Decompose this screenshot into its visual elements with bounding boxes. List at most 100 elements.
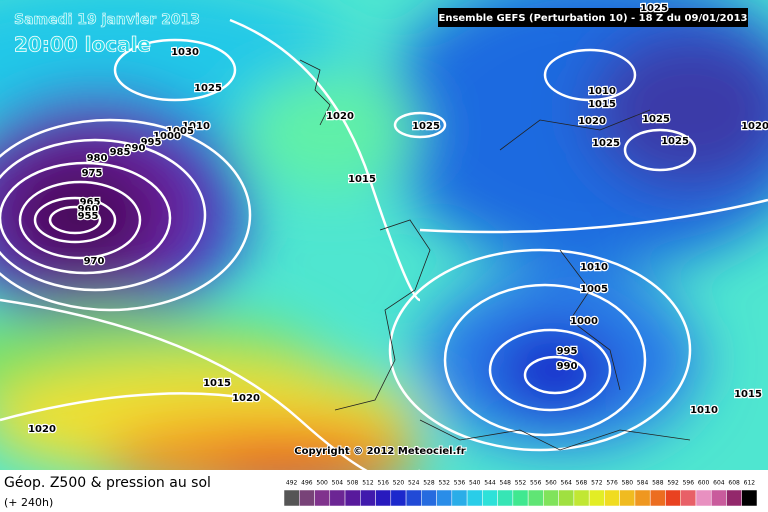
scale-swatch [421,489,437,507]
scale-swatch [451,489,468,507]
scale-swatch [558,489,575,507]
scale-label: 560 [545,480,557,487]
scale-label: 512 [362,480,374,487]
scale-swatch [543,489,559,507]
scale-label: 556 [530,480,542,487]
isobar-label: 1015 [588,99,616,110]
scale-label: 500 [316,480,328,487]
scale-label: 564 [561,480,573,487]
scale-swatch [710,489,727,507]
isobar-label: 1010 [588,86,616,97]
isobar-label: 1025 [194,83,222,94]
scale-swatch [390,489,407,507]
scale-swatch [695,489,712,507]
isobar-label: 1025 [661,136,689,147]
scale-swatch [360,489,376,507]
isobar-label: 1020 [741,121,768,132]
scale-swatch [619,489,636,507]
isobar-label: 980 [87,153,108,164]
scale-label: 520 [393,480,405,487]
isobar-label: 995 [557,346,578,357]
scale-swatch [512,489,529,507]
isobar-label: 1020 [28,424,56,435]
scale-label: 544 [484,480,496,487]
isobar-label: 1015 [348,174,376,185]
scale-label: 496 [301,480,313,487]
scale-label: 548 [500,480,512,487]
scale-swatch [436,489,453,507]
scale-label: 540 [469,480,481,487]
scale-swatch [466,489,483,507]
scale-label: 596 [683,480,695,487]
isobar-label: 1025 [642,114,670,125]
scale-label: 608 [728,480,740,487]
isobar-label: 1015 [734,389,762,400]
field [0,0,768,470]
run-box [438,8,748,27]
isobar-label: 955 [78,211,99,222]
scale-label: 492 [286,480,298,487]
scale-swatch [726,489,742,507]
isobar-label: 1010 [580,262,608,273]
scale-swatch [680,489,697,507]
scale-label: 524 [408,480,420,487]
isobar-label: 1010 [182,121,210,132]
isobar-label: 1025 [640,3,668,14]
scale-label: 604 [713,480,725,487]
scale-swatch [299,489,315,507]
isobar-label: 990 [557,361,578,372]
scale-label: 572 [591,480,603,487]
scale-swatch [527,489,544,507]
isobar-label: 1025 [412,121,440,132]
scale-label: 584 [637,480,649,487]
scale-swatch [588,489,605,507]
scale-label: 588 [652,480,664,487]
copyright: Copyright © 2012 Meteociel.fr [294,446,465,457]
isobar-label: 1015 [203,378,231,389]
scale-swatch [314,489,331,507]
scale-label: 600 [698,480,710,487]
legend-title: Géop. Z500 & pression au sol [4,475,211,491]
isobar-label: 995 [141,137,162,148]
scale-label: 504 [332,480,344,487]
isobar-label: 1030 [171,47,199,58]
date: Samedi 19 janvier 2013 [14,12,200,28]
isobar-label: 1010 [690,405,718,416]
isobar-label: 1020 [326,111,354,122]
isobar-label: 1025 [592,138,620,149]
isobar-label: 985 [110,147,131,158]
isobar-label: 1005 [580,284,608,295]
scale-swatch [482,489,498,507]
scale-swatch [497,489,514,507]
time: 20:00 locale [14,33,151,57]
scale-label: 516 [377,480,389,487]
scale-swatch [375,489,392,507]
run-info: Ensemble GEFS (Perturbation 10) - 18 Z d… [439,13,748,24]
scale-label: 592 [667,480,679,487]
scale-label: 576 [606,480,618,487]
lead-time: (+ 240h) [4,496,53,509]
scale-label: 532 [438,480,450,487]
scale-swatch [741,489,758,507]
isobar-label: 960 [78,204,99,215]
isobar-label: 990 [125,143,146,154]
scale-label: 612 [744,480,756,487]
scale-label: 580 [622,480,634,487]
isobar-label: 965 [80,197,101,208]
isobar-label: 1000 [153,131,181,142]
isobar-label: 970 [84,256,105,267]
scale-swatch [649,489,666,507]
isobar-label: 1020 [578,116,606,127]
isobar-label: 1020 [232,393,260,404]
scale-swatch [344,489,361,507]
scale-label: 552 [515,480,527,487]
scale-swatch [634,489,651,507]
scale-label: 528 [423,480,435,487]
scale-label: 536 [454,480,466,487]
scale-swatch [283,489,300,507]
scale-swatch [405,489,422,507]
scale-label: 568 [576,480,588,487]
scale-swatch [665,489,681,507]
isobar-label: 1005 [166,126,194,137]
